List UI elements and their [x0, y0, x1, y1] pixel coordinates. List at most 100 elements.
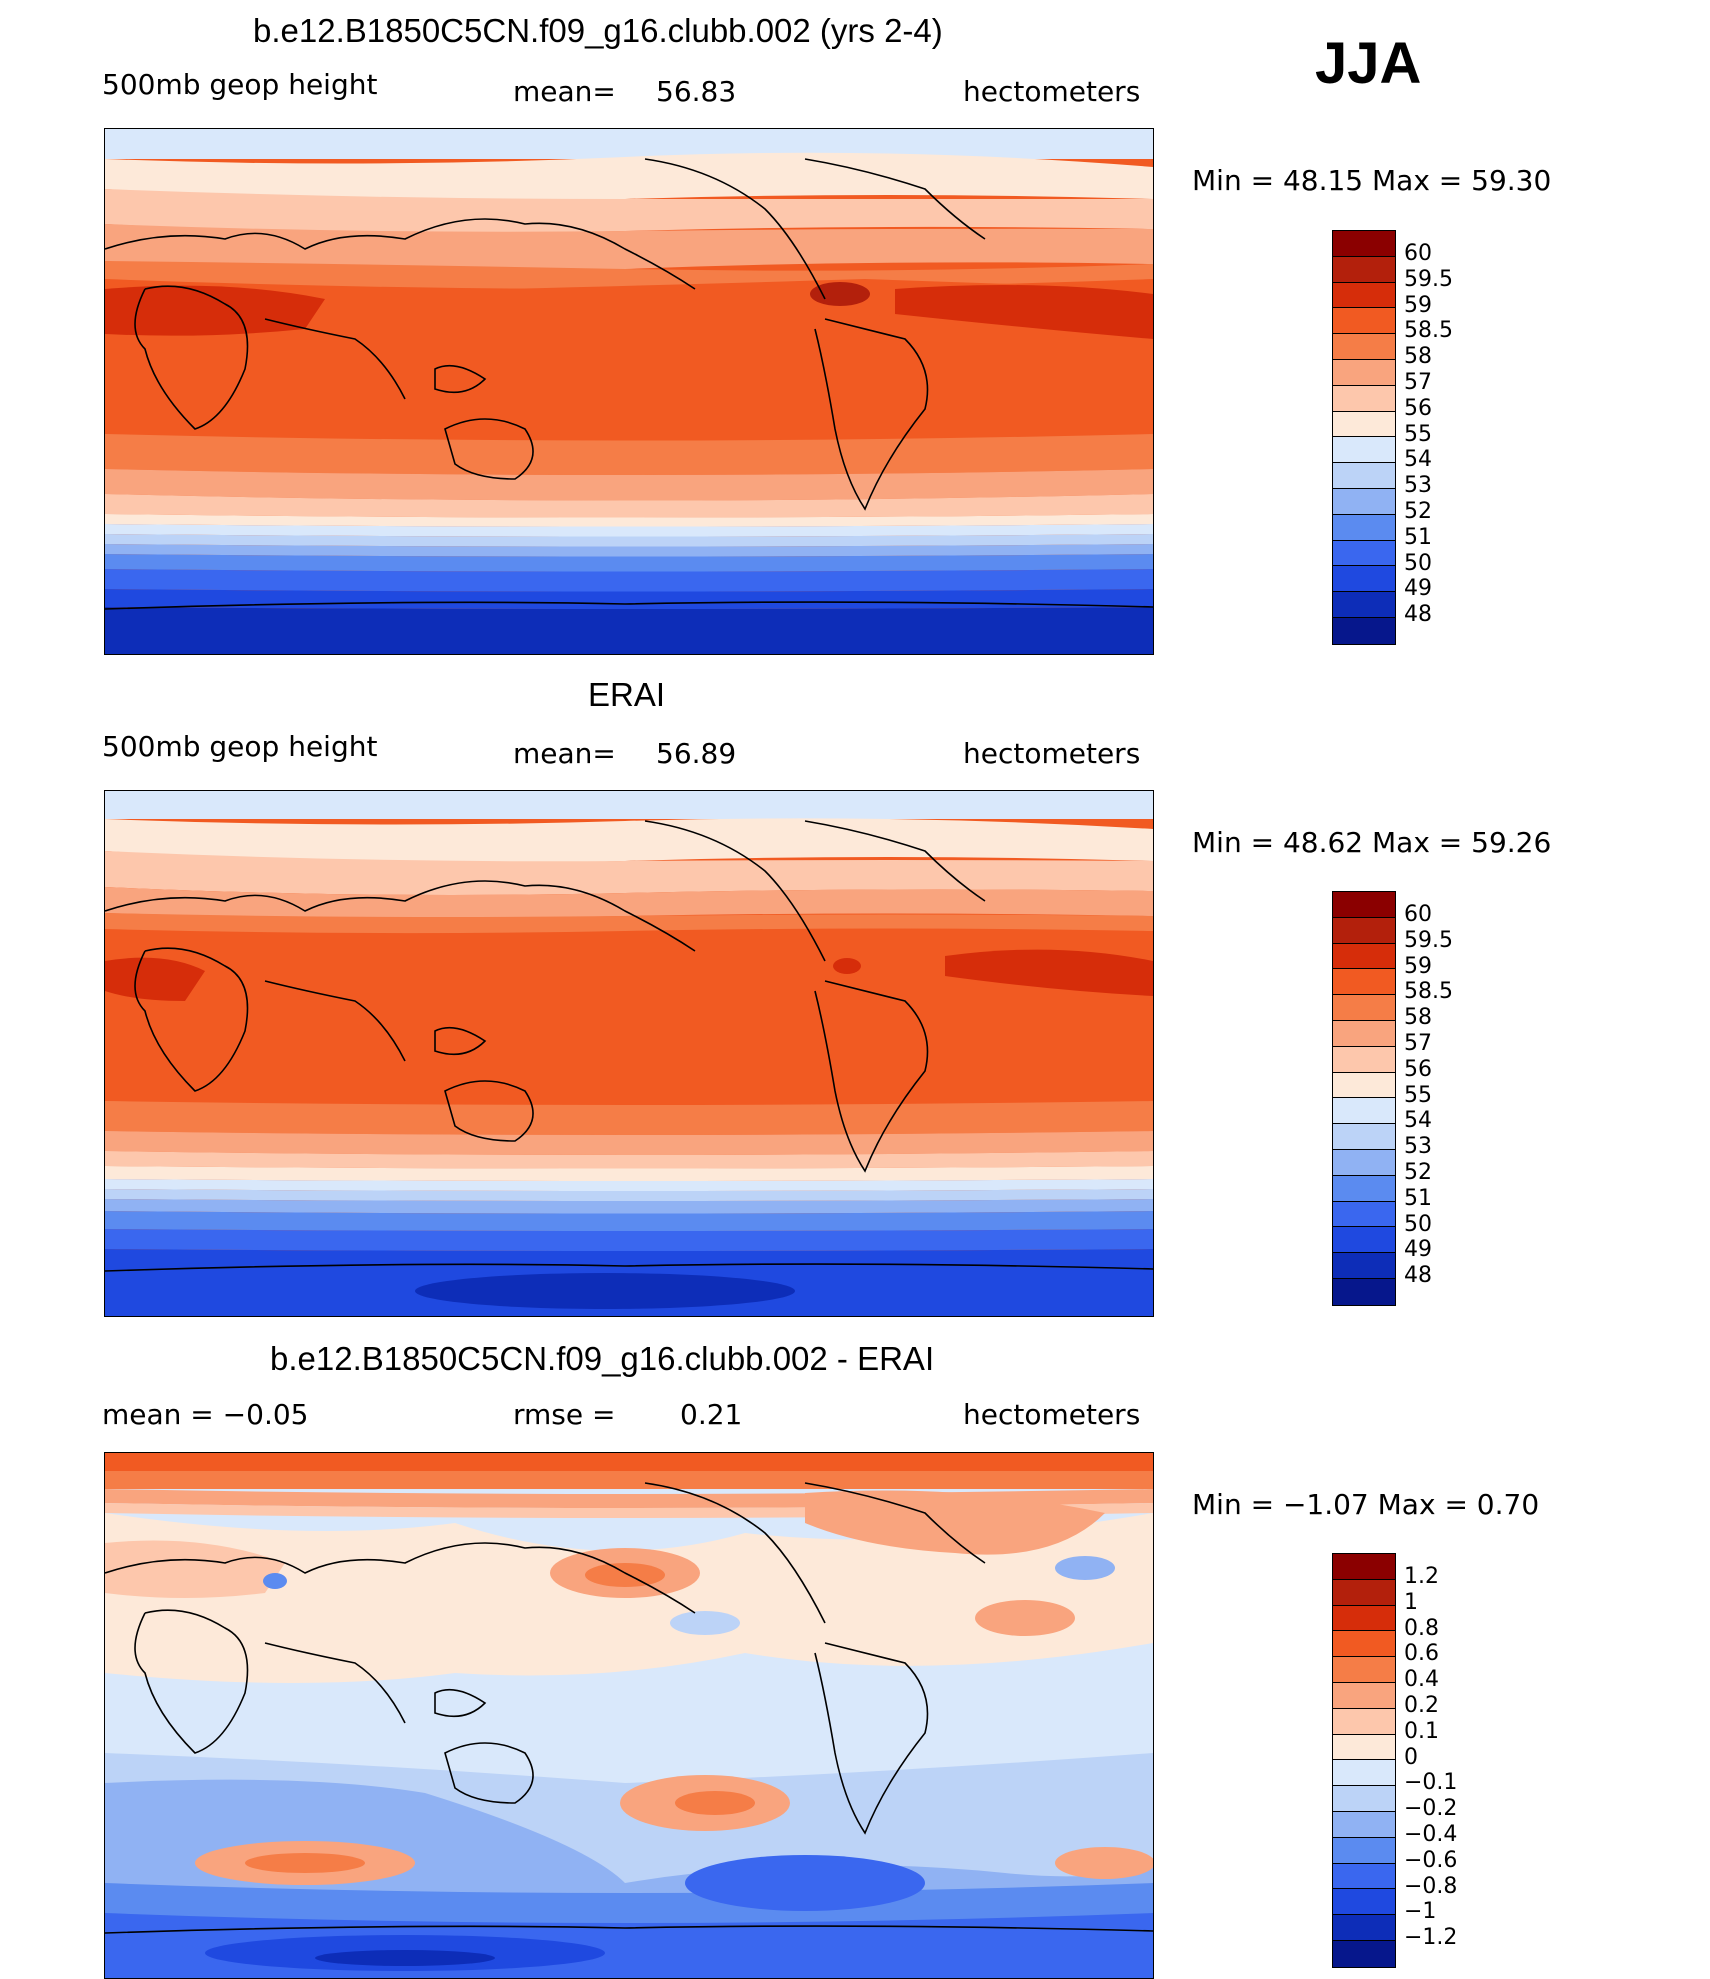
panel-stat-label: mean=: [513, 737, 616, 770]
colorbar-level-label: 1: [1404, 1589, 1418, 1615]
colorbar-level-label: 58.5: [1404, 979, 1453, 1005]
colorbar-labels: 60 59.5 59 58.5 58 57 56 55 54 53 52 51 50 49 48: [1404, 241, 1453, 628]
colorbar-cell: [1333, 566, 1395, 593]
colorbar-level-label: 56: [1404, 1056, 1432, 1082]
colorbar-cell: [1333, 1605, 1395, 1632]
colorbar-level-label: 52: [1404, 1159, 1432, 1185]
colorbar-level-label: 48: [1404, 602, 1432, 628]
colorbar-cell: [1333, 592, 1395, 618]
panel-title: ERAI: [588, 676, 666, 713]
panel-stat-label: mean=: [513, 75, 616, 108]
colorbar-level-label: 51: [1404, 524, 1432, 550]
panel-title: b.e12.B1850C5CN.f09_g16.clubb.002 - ERAI: [270, 1340, 935, 1377]
colorbar-cell: [1333, 1708, 1395, 1735]
colorbar-cell: [1333, 969, 1395, 996]
colorbar-labels: 60 59.5 59 58.5 58 57 56 55 54 53 52 51 50 49 48: [1404, 902, 1453, 1289]
colorbar-cell: [1333, 256, 1395, 283]
colorbar: [1332, 891, 1396, 1306]
colorbar-cell: [1333, 1046, 1395, 1073]
colorbar-cell: [1333, 892, 1395, 918]
colorbar-cell: [1333, 359, 1395, 386]
panel-minmax: Min = 48.62 Max = 59.26: [1192, 826, 1552, 859]
colorbar: [1332, 230, 1396, 645]
colorbar-level-label: −1: [1404, 1899, 1437, 1925]
panel-variable: mean = −0.05: [102, 1398, 309, 1431]
panel-minmax: Min = −1.07 Max = 0.70: [1192, 1488, 1540, 1521]
panel-units: hectometers: [963, 1398, 1141, 1431]
colorbar-cell: [1333, 1760, 1395, 1787]
colorbar-level-label: 53: [1404, 1134, 1432, 1160]
contour-map: [105, 1453, 1153, 1978]
colorbar-cell: [1333, 1940, 1395, 1967]
colorbar-level-label: 59.5: [1404, 266, 1453, 292]
colorbar-cell: [1333, 995, 1395, 1021]
colorbar-level-label: 52: [1404, 498, 1432, 524]
colorbar-level-label: 53: [1404, 473, 1432, 499]
colorbar-level-label: 50: [1404, 550, 1432, 576]
colorbar-cell: [1333, 1657, 1395, 1683]
colorbar-level-label: 0.4: [1404, 1667, 1439, 1693]
colorbar-level-label: 54: [1404, 1108, 1432, 1134]
colorbar-cell: [1333, 1863, 1395, 1890]
colorbar-cell: [1333, 1124, 1395, 1150]
colorbar-level-label: −1.2: [1404, 1925, 1458, 1951]
panel-stat-value: 56.83: [656, 75, 737, 108]
contour-map: [105, 129, 1153, 654]
colorbar-cell: [1333, 1811, 1395, 1838]
colorbar-cell: [1333, 1786, 1395, 1812]
colorbar-cell: [1333, 1253, 1395, 1279]
colorbar-level-label: 54: [1404, 447, 1432, 473]
colorbar-cell: [1333, 1201, 1395, 1228]
colorbar-level-label: 48: [1404, 1263, 1432, 1289]
colorbar-level-label: 0.6: [1404, 1641, 1439, 1667]
colorbar-cell: [1333, 1682, 1395, 1709]
colorbar-cell: [1333, 437, 1395, 464]
colorbar-cell: [1333, 1889, 1395, 1916]
colorbar-labels: 1.2 1 0.8 0.6 0.4 0.2 0.1 0 −0.1 −0.2 −0.4 −0.6 −0.8…: [1404, 1564, 1457, 1951]
colorbar-level-label: 0: [1404, 1744, 1418, 1770]
colorbar-level-label: 60: [1404, 241, 1432, 266]
colorbar-cell: [1333, 385, 1395, 412]
colorbar-level-label: 58: [1404, 344, 1432, 370]
colorbar-cell: [1333, 1175, 1395, 1202]
colorbar-cell: [1333, 308, 1395, 335]
colorbar-level-label: 1.2: [1404, 1564, 1439, 1589]
panel-variable: 500mb geop height: [102, 68, 378, 101]
colorbar-level-label: 59.5: [1404, 927, 1453, 953]
colorbar-level-label: 49: [1404, 1237, 1432, 1263]
panel-units: hectometers: [963, 75, 1141, 108]
contour-map: [105, 791, 1153, 1316]
colorbar-level-label: 0.2: [1404, 1692, 1439, 1718]
colorbar-cell: [1333, 1837, 1395, 1864]
map-panel-diff: [104, 1452, 1154, 1979]
colorbar-cell: [1333, 1579, 1395, 1606]
colorbar-level-label: 0.8: [1404, 1615, 1439, 1641]
colorbar-level-label: 59: [1404, 953, 1432, 979]
colorbar-level-label: −0.8: [1404, 1873, 1458, 1899]
colorbar-cell: [1333, 334, 1395, 360]
colorbar-cell: [1333, 1278, 1395, 1305]
colorbar-cell: [1333, 463, 1395, 489]
colorbar-level-label: 58.5: [1404, 318, 1453, 344]
colorbar-level-label: 55: [1404, 421, 1432, 447]
panel-title: b.e12.B1850C5CN.f09_g16.clubb.002 (yrs 2…: [253, 12, 943, 49]
colorbar-cell: [1333, 617, 1395, 644]
colorbar-level-label: 56: [1404, 395, 1432, 421]
colorbar-cell: [1333, 1098, 1395, 1125]
colorbar-level-label: 51: [1404, 1185, 1432, 1211]
colorbar-cell: [1333, 411, 1395, 438]
panel-stat-value: 0.21: [680, 1398, 743, 1431]
colorbar-cell: [1333, 1734, 1395, 1761]
colorbar-level-label: 57: [1404, 1030, 1432, 1056]
colorbar-cell: [1333, 488, 1395, 515]
colorbar-level-label: 59: [1404, 292, 1432, 318]
colorbar-level-label: 49: [1404, 576, 1432, 602]
colorbar-level-label: 55: [1404, 1082, 1432, 1108]
colorbar-level-label: 57: [1404, 369, 1432, 395]
colorbar-cell: [1333, 1227, 1395, 1254]
map-panel-obs: [104, 790, 1154, 1317]
panel-minmax: Min = 48.15 Max = 59.30: [1192, 164, 1552, 197]
panel-units: hectometers: [963, 737, 1141, 770]
colorbar-cell: [1333, 917, 1395, 944]
colorbar-cell: [1333, 943, 1395, 970]
